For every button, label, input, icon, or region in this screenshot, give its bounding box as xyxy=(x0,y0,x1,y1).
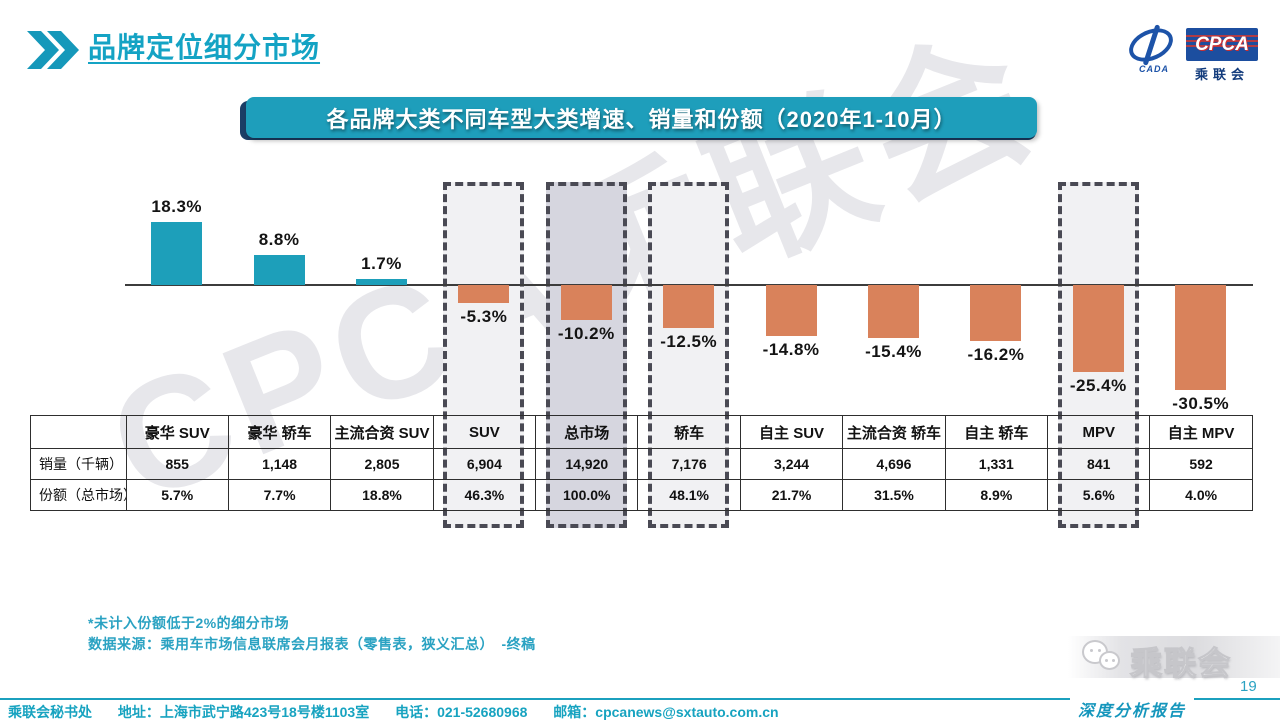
table-cell: 14,920 xyxy=(535,448,639,480)
table-cell: 8.9% xyxy=(944,479,1049,511)
table-cell: 1,331 xyxy=(944,448,1049,480)
bar-value-label: -25.4% xyxy=(1069,376,1127,396)
footnote-line1: *未计入份额低于2%的细分市场 xyxy=(88,615,290,631)
footer-contact-bar: 乘联会秘书处 地址：上海市武宁路423号18号楼1103室 电话：021-526… xyxy=(8,702,801,720)
bar-value-label: -16.2% xyxy=(967,344,1025,364)
table-row-label: 份额（总市场） xyxy=(30,479,127,511)
table-header-cell: 豪华 SUV xyxy=(125,415,229,449)
table-cell: 2,805 xyxy=(330,448,434,480)
footnote-line2: 数据来源：乘用车市场信息联席会月报表（零售表，狭义汇总） -终稿 xyxy=(88,636,536,652)
footnotes: *未计入份额低于2%的细分市场 数据来源：乘用车市场信息联席会月报表（零售表，狭… xyxy=(88,613,536,655)
address-text: 地址：上海市武宁路423号18号楼1103室 xyxy=(117,704,370,720)
bar-value-label: -12.5% xyxy=(660,331,718,351)
table-cell: 1,148 xyxy=(227,448,332,480)
table-header-cell: SUV xyxy=(432,415,537,449)
wechat-logo-text: 乘联会 xyxy=(1129,644,1233,681)
chart-bar xyxy=(560,285,612,320)
wechat-logo: 乘联会 xyxy=(1082,638,1280,682)
chart-bar xyxy=(868,285,919,338)
table-row-label: 销量（千辆） xyxy=(30,448,127,480)
table-cell: 31.5% xyxy=(842,479,946,511)
phone-text: 电话：021-52680968 xyxy=(395,704,528,720)
bar-value-label: 1.7% xyxy=(361,254,402,274)
table-header-cell: 豪华 轿车 xyxy=(227,415,332,449)
report-tag: 深度分析报告 xyxy=(1070,697,1195,720)
table-cell: 48.1% xyxy=(637,479,741,511)
cpca-logo: CADA CPCA 乘联会 xyxy=(1123,20,1260,82)
data-table: 豪华 SUV 豪华 轿车 主流合资 SUV SUV 总市场 轿车 自主 SUV 主流合资 轿车… xyxy=(30,415,1253,511)
table-cell: 7.7% xyxy=(227,479,332,511)
table-header-cell: 轿车 xyxy=(637,415,741,449)
bar-value-label: -30.5% xyxy=(1172,393,1230,413)
table-header-cell: 自主 MPV xyxy=(1149,415,1253,449)
table-cell: 6,904 xyxy=(432,448,537,480)
table-cell: 4,696 xyxy=(842,448,946,480)
cpca-box: CPCA xyxy=(1186,28,1258,61)
chevron-icon xyxy=(27,31,79,69)
footer-divider xyxy=(0,698,1280,700)
table-cell: 5.6% xyxy=(1047,479,1151,511)
chart-bar xyxy=(458,285,510,304)
bar-value-label: -10.2% xyxy=(557,323,615,343)
cpca-label: CPCA xyxy=(1195,33,1249,55)
table-cell: 7,176 xyxy=(637,448,741,480)
bar-value-label: 18.3% xyxy=(151,197,203,217)
table-cell: 21.7% xyxy=(739,479,844,511)
table-header-cell: 主流合资 轿车 xyxy=(842,415,946,449)
table-cell: 592 xyxy=(1149,448,1253,480)
chart-bar xyxy=(253,254,305,285)
bar-value-label: -5.3% xyxy=(460,307,508,327)
cpca-emblem-icon xyxy=(1123,21,1180,69)
chat-bubble-icon xyxy=(1099,651,1120,670)
table-header-cell: 自主 轿车 xyxy=(944,415,1049,449)
bar-value-label: -15.4% xyxy=(865,341,922,361)
secretariat-label: 乘联会秘书处 xyxy=(8,704,92,720)
bar-value-label: 8.8% xyxy=(258,229,300,249)
table-cell: 4.0% xyxy=(1149,479,1253,511)
chart-bar xyxy=(1175,285,1227,390)
table-corner-cell xyxy=(30,415,127,449)
chart-bar xyxy=(765,285,817,336)
table-cell: 841 xyxy=(1047,448,1151,480)
email-text: 邮箱：cpcanews@sxtauto.com.cn xyxy=(553,704,779,720)
cada-label: CADA xyxy=(1139,64,1169,74)
table-header-cell: 自主 SUV xyxy=(739,415,844,449)
table-header-cell: MPV xyxy=(1047,415,1151,449)
chart-bar xyxy=(663,285,715,328)
table-cell: 18.8% xyxy=(330,479,434,511)
chart-bar xyxy=(356,279,407,285)
page-title: 品牌定位细分市场 xyxy=(88,32,321,63)
chart-bar xyxy=(970,285,1022,341)
data-table-container: 豪华 SUV 豪华 轿车 主流合资 SUV SUV 总市场 轿车 自主 SUV 主流合资 轿车… xyxy=(30,415,1253,511)
chart-bar xyxy=(1072,285,1124,373)
table-header-cell: 主流合资 SUV xyxy=(330,415,434,449)
cpca-cn-label: 乘联会 xyxy=(1194,67,1249,82)
table-header-cell: 总市场 xyxy=(535,415,639,449)
table-cell: 46.3% xyxy=(432,479,537,511)
bar-value-label: -14.8% xyxy=(762,339,820,359)
chart-title-banner: 各品牌大类不同车型大类增速、销量和份额（2020年1-10月） xyxy=(246,97,1037,138)
table-cell: 100.0% xyxy=(535,479,639,511)
chart-bar xyxy=(151,222,203,285)
table-cell: 5.7% xyxy=(125,479,229,511)
page-number: 19 xyxy=(1240,678,1257,695)
table-cell: 855 xyxy=(125,448,229,480)
table-cell: 3,244 xyxy=(739,448,844,480)
